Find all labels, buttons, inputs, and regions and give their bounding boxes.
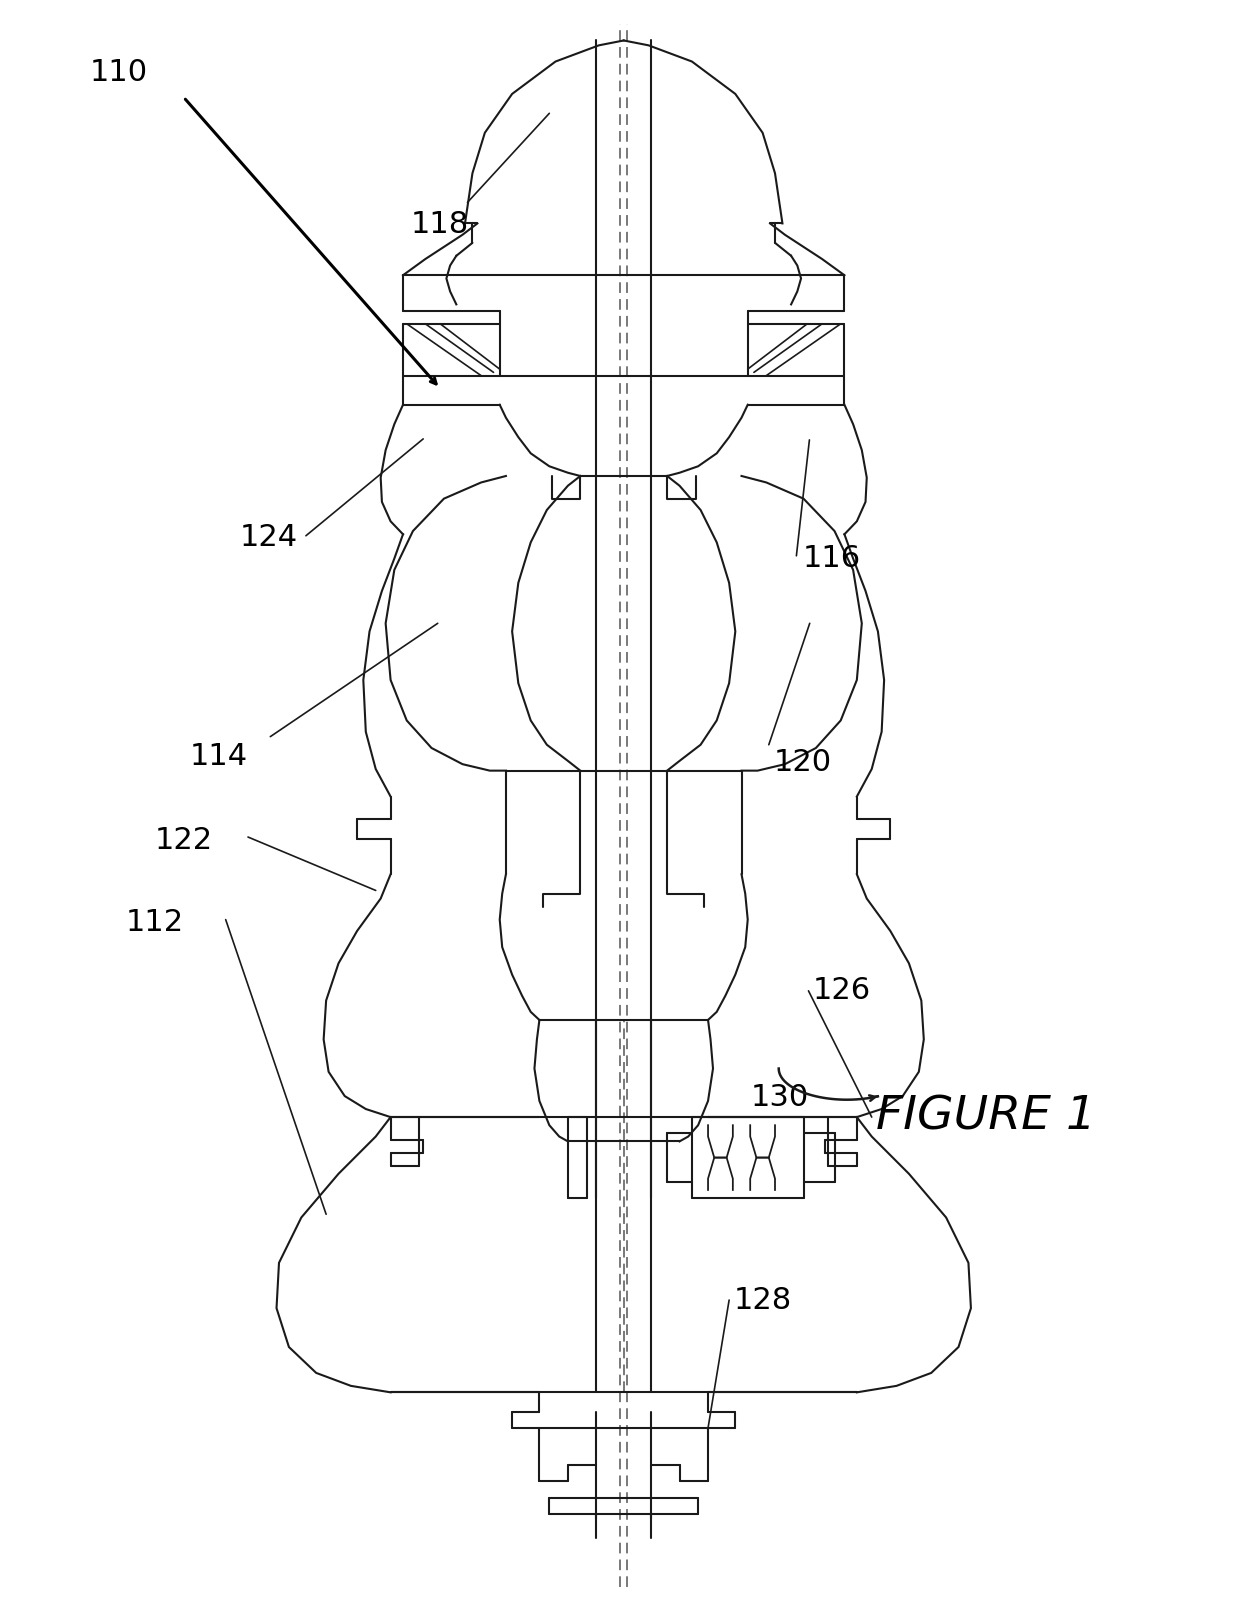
Text: 122: 122	[155, 826, 213, 855]
Text: 130: 130	[750, 1083, 808, 1112]
Text: 112: 112	[125, 908, 184, 937]
Text: 118: 118	[412, 210, 469, 240]
Text: 116: 116	[802, 544, 861, 573]
Text: 114: 114	[190, 742, 248, 771]
Text: 110: 110	[89, 58, 148, 87]
Text: 124: 124	[239, 523, 298, 552]
Text: 126: 126	[812, 976, 870, 1005]
Text: FIGURE 1: FIGURE 1	[875, 1094, 1096, 1140]
Text: 120: 120	[774, 748, 832, 777]
Text: 128: 128	[734, 1285, 792, 1315]
